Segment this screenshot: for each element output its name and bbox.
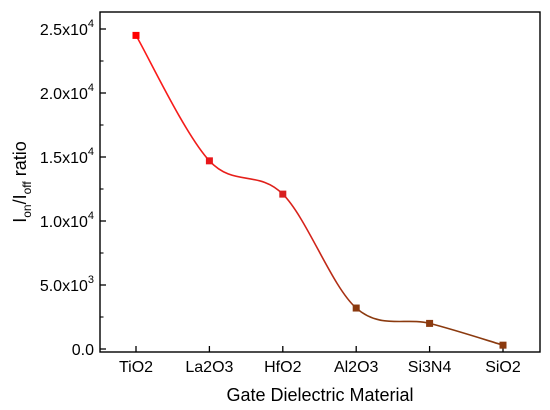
y-tick-label: 0.0 [72,342,94,359]
y-tick-label: 1.0x104 [40,210,94,231]
y-axis-title: Ion/Ioff ratio [10,141,34,223]
data-point-marker [132,31,140,39]
y-tick-label: 2.5x104 [40,18,94,39]
x-axis: TiO2 La2O3 HfO2 Al2O3 Si3N4 SiO2 [119,346,521,376]
y-axis: 0.0 5.0x103 1.0x104 1.5x104 2.0x104 2.5x104 [40,18,106,359]
y-tick-label: 5.0x103 [40,274,94,295]
x-tick-label: Si3N4 [408,359,452,376]
x-tick-label: SiO2 [485,359,521,376]
y-tick-label: 2.0x104 [40,82,94,103]
data-point-marker [499,341,507,349]
data-point-marker [279,190,287,198]
x-axis-title: Gate Dielectric Material [226,385,413,405]
data-point-marker [352,304,360,312]
x-tick-label: TiO2 [119,359,153,376]
data-point-marker [426,319,434,327]
x-tick-label: HfO2 [264,359,301,376]
y-tick-label: 1.5x104 [40,146,94,167]
plot-frame [99,11,541,353]
series-markers [132,31,507,349]
data-point-marker [205,157,213,165]
series-line [135,34,504,346]
x-tick-label: La2O3 [185,359,233,376]
x-tick-label: Al2O3 [334,359,379,376]
